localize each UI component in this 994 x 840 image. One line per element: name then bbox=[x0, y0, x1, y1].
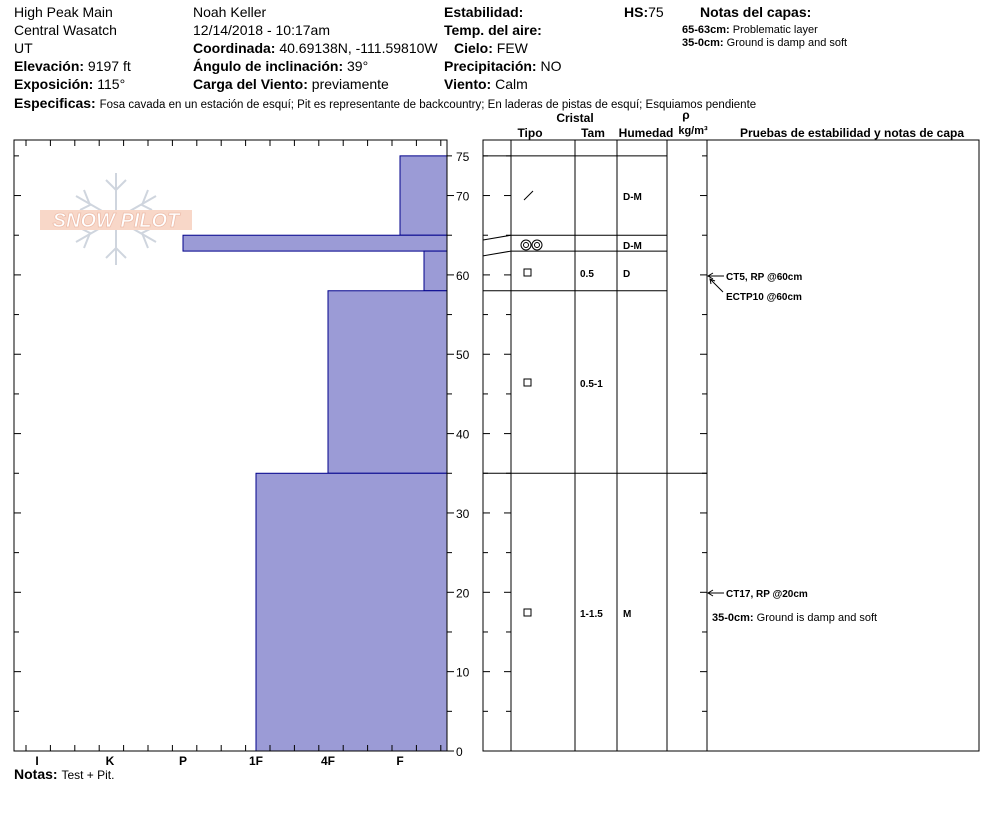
x-tick-label: 4F bbox=[321, 754, 335, 768]
observer: Noah Keller bbox=[193, 4, 267, 20]
y-tick-labels: 0 10 20 30 40 50 60 70 75 bbox=[456, 150, 470, 759]
x-tick-labels: I K P 1F 4F F bbox=[35, 754, 403, 768]
crystal-row: D-M bbox=[523, 190, 642, 203]
y-tick-label: 20 bbox=[456, 586, 470, 600]
axis-ticks bbox=[14, 140, 454, 752]
state: UT bbox=[14, 40, 33, 56]
row-connector bbox=[482, 250, 512, 257]
x-tick-label: K bbox=[106, 754, 115, 768]
header-tam: Tam bbox=[581, 126, 605, 140]
crystal-row: 1-1.5 M bbox=[523, 608, 631, 620]
elevation: Elevación: 9197 ft bbox=[14, 58, 131, 74]
hardness-bar bbox=[327, 290, 448, 474]
y-tick-label: 30 bbox=[456, 507, 470, 521]
hardness-bar bbox=[399, 155, 448, 236]
size-cell: 0.5-1 bbox=[580, 379, 603, 390]
y-tick-label: 75 bbox=[456, 150, 470, 164]
logo-text: SNOW PILOT bbox=[53, 210, 181, 232]
x-tick-label: F bbox=[396, 754, 403, 768]
profile-frame bbox=[13, 139, 448, 752]
location: High Peak Main bbox=[14, 4, 113, 20]
crystal-table bbox=[482, 139, 980, 752]
layer-note-2: 35-0cm: Ground is damp and soft bbox=[682, 37, 848, 49]
snow-height: HS:75 bbox=[624, 4, 664, 20]
row-connector bbox=[482, 234, 512, 241]
x-tick-label: 1F bbox=[249, 754, 263, 768]
header-tests: Pruebas de estabilidad y notas de capa bbox=[740, 126, 964, 140]
slope-angle: Ángulo de inclinación: 39° bbox=[193, 58, 369, 74]
moisture-cell: M bbox=[623, 609, 631, 620]
grain-symbol-icon bbox=[523, 268, 532, 277]
layer-notes-title: Notas del capas: bbox=[700, 4, 812, 20]
header-rho: ρ bbox=[682, 108, 689, 122]
x-tick-label: I bbox=[35, 754, 38, 768]
coordinates: Coordinada: 40.69138N, -111.59810W bbox=[193, 40, 438, 56]
header-tipo: Tipo bbox=[517, 126, 542, 140]
y-tick-label: 70 bbox=[456, 190, 470, 204]
stability: Estabilidad: bbox=[444, 4, 524, 20]
grain-symbol-icon bbox=[520, 239, 543, 251]
snowpilot-logo: SNOW PILOT bbox=[40, 173, 192, 265]
precipitation: Precipitación: NO bbox=[444, 58, 562, 74]
air-temp: Temp. del aire: bbox=[444, 22, 542, 38]
hardness-bar bbox=[255, 472, 448, 752]
logo-band bbox=[40, 210, 192, 230]
hardness-bar bbox=[423, 250, 448, 292]
notes: Notas: Test + Pit. bbox=[14, 766, 115, 782]
hardness-bars bbox=[182, 155, 448, 752]
size-cell: 0.5 bbox=[580, 269, 594, 280]
grain-symbol-icon bbox=[523, 190, 534, 201]
region: Central Wasatch bbox=[14, 22, 117, 38]
test-result: ECTP10 @60cm bbox=[726, 292, 802, 303]
y-tick-label: 10 bbox=[456, 666, 470, 680]
specifics: Especificas: Fosa cavada en un estación … bbox=[14, 95, 757, 111]
test-result: CT17, RP @20cm bbox=[726, 589, 808, 600]
y-tick-label: 0 bbox=[456, 745, 463, 759]
datetime: 12/14/2018 - 10:17am bbox=[193, 22, 330, 38]
aspect: Exposición: 115° bbox=[14, 76, 126, 92]
hardness-bar bbox=[182, 234, 448, 252]
y-tick-label: 40 bbox=[456, 428, 470, 442]
crystal-row: D-M bbox=[520, 239, 642, 252]
wind: Viento: Calm bbox=[444, 76, 528, 92]
moisture-cell: D bbox=[623, 269, 630, 280]
wind-loading: Carga del Viento: previamente bbox=[193, 76, 389, 92]
crystal-row: 0.5 D bbox=[523, 268, 630, 280]
test-result: CT5, RP @60cm bbox=[726, 272, 802, 283]
header-kgm3: kg/m³ bbox=[678, 125, 708, 137]
grain-symbol-icon bbox=[523, 378, 532, 387]
table-layer-note: 35-0cm: Ground is damp and soft bbox=[712, 612, 877, 624]
grain-symbol-icon bbox=[523, 608, 532, 617]
test-arrow-icon bbox=[707, 272, 724, 597]
y-tick-label: 50 bbox=[456, 348, 470, 362]
crystal-row: 0.5-1 bbox=[523, 378, 603, 390]
header-humedad: Humedad bbox=[619, 126, 674, 140]
sky: Cielo: FEW bbox=[454, 40, 528, 56]
header-cristal: Cristal bbox=[556, 111, 593, 125]
moisture-cell: D-M bbox=[623, 241, 642, 252]
y-tick-label: 60 bbox=[456, 269, 470, 283]
size-cell: 1-1.5 bbox=[580, 609, 603, 620]
moisture-cell: D-M bbox=[623, 192, 642, 203]
x-tick-label: P bbox=[179, 754, 187, 768]
layer-note-1: 65-63cm: Problematic layer bbox=[682, 24, 818, 36]
